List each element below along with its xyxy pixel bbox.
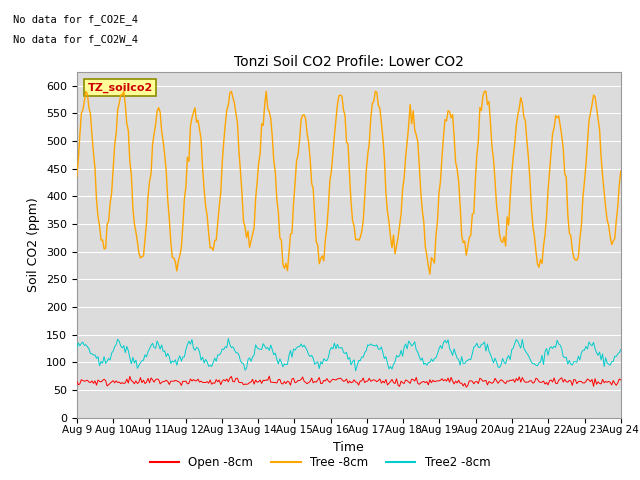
Y-axis label: Soil CO2 (ppm): Soil CO2 (ppm) [28, 197, 40, 292]
Legend: Open -8cm, Tree -8cm, Tree2 -8cm: Open -8cm, Tree -8cm, Tree2 -8cm [145, 452, 495, 474]
Text: TZ_soilco2: TZ_soilco2 [88, 83, 153, 93]
Title: Tonzi Soil CO2 Profile: Lower CO2: Tonzi Soil CO2 Profile: Lower CO2 [234, 56, 464, 70]
Text: No data for f_CO2W_4: No data for f_CO2W_4 [13, 34, 138, 45]
X-axis label: Time: Time [333, 441, 364, 454]
Text: No data for f_CO2E_4: No data for f_CO2E_4 [13, 14, 138, 25]
